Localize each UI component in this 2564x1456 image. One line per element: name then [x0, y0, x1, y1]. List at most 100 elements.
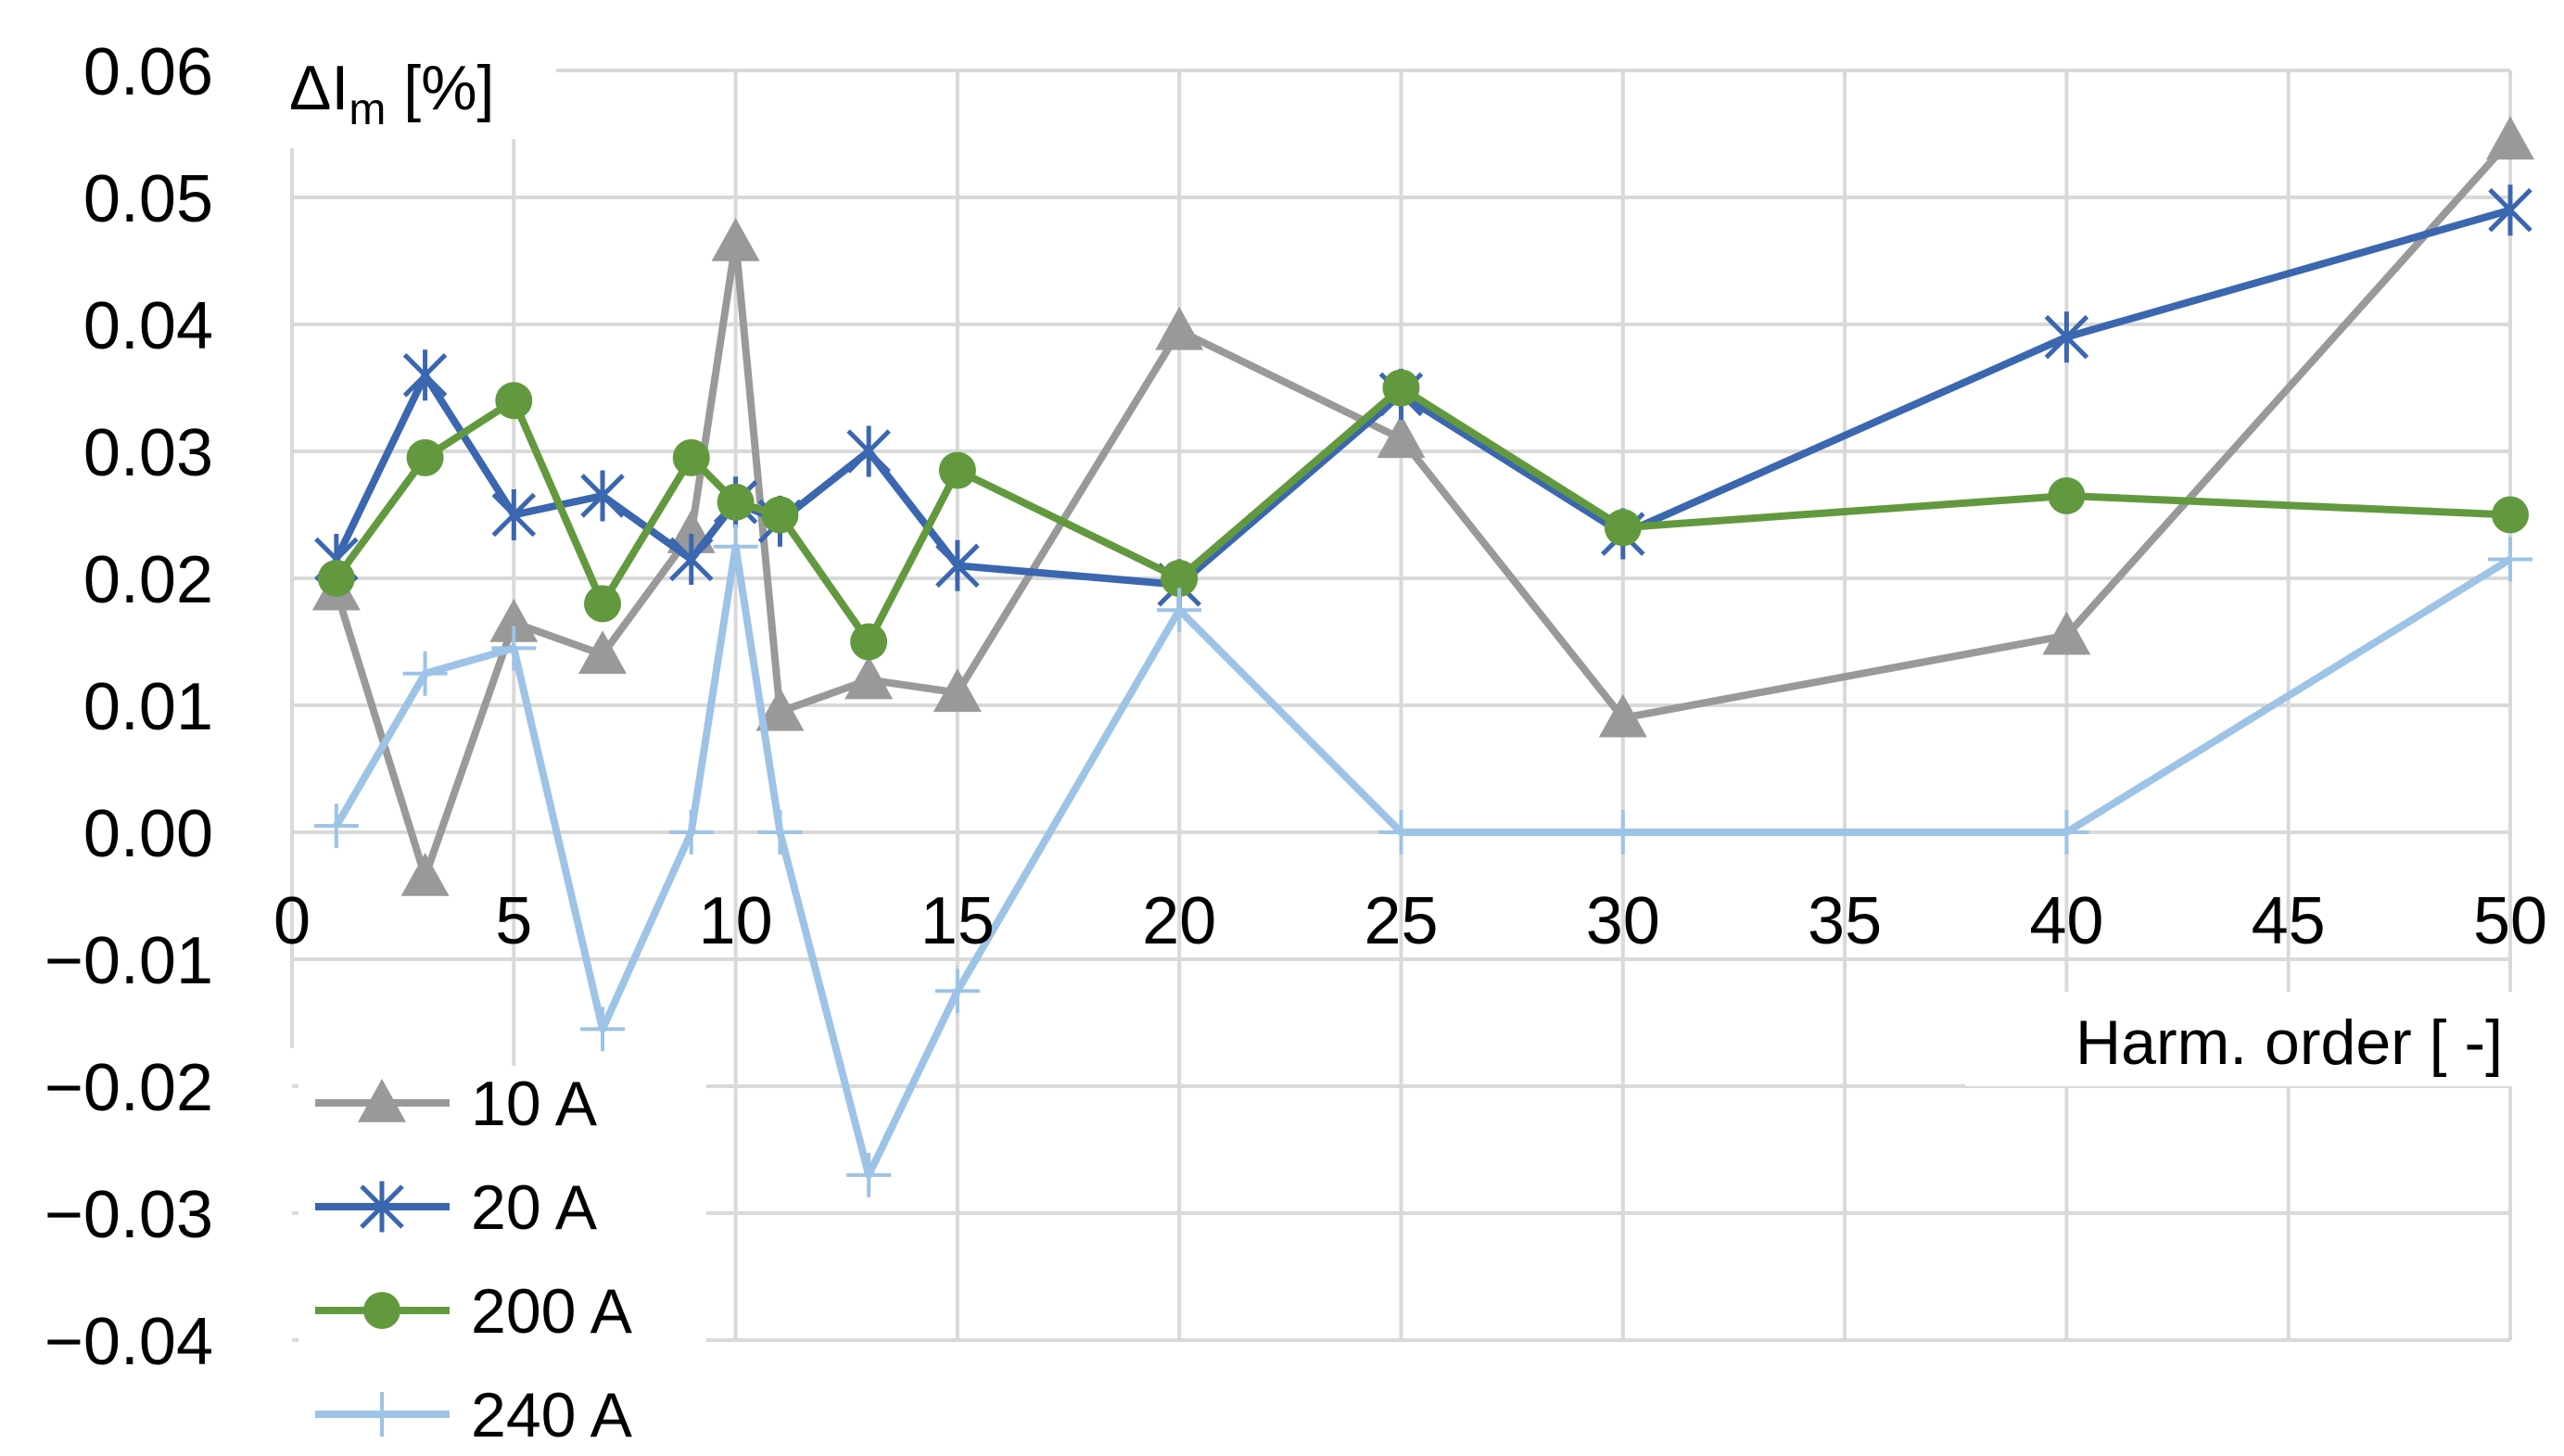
series-10-a [311, 116, 2534, 896]
data-point-10-a [2486, 116, 2534, 160]
xlabel-backdrop [1965, 992, 2532, 1086]
data-point-20-a [491, 489, 537, 540]
data-point-240-a [402, 651, 448, 696]
x-tick-label: 40 [2029, 884, 2103, 958]
x-axis-title: Harm. order [ -] [2075, 1007, 2503, 1078]
data-point-240-a [934, 969, 980, 1014]
y-tick-label: 0.06 [83, 35, 213, 109]
data-point-240-a [580, 1007, 626, 1052]
legend-marker-20-a [360, 1181, 404, 1233]
data-point-10-a [400, 852, 450, 896]
x-tick-label: 10 [699, 884, 773, 958]
ylabel-backdrop [278, 37, 556, 139]
x-tick-label: 50 [2473, 884, 2547, 958]
data-point-240-a [1157, 588, 1202, 633]
y-tick-label: 0.01 [83, 670, 213, 744]
y-tick-label: 0.04 [83, 289, 213, 363]
data-point-10-a [1155, 306, 1204, 350]
data-point-10-a [844, 655, 894, 700]
data-point-200-a [406, 438, 444, 476]
y-tick-label: 0.02 [83, 543, 213, 617]
data-point-10-a [755, 687, 805, 731]
y-tick-label: −0.03 [44, 1178, 213, 1252]
data-point-200-a [584, 585, 622, 623]
legend-marker-10-a [358, 1079, 406, 1122]
legend-marker-240-a [360, 1392, 404, 1437]
x-tick-label: 35 [1808, 884, 1882, 958]
legend-label-240-a: 240 A [471, 1380, 633, 1450]
series-line-20-a [333, 206, 2512, 589]
data-point-10-a [1377, 414, 1426, 459]
y-tick-label: −0.04 [44, 1305, 213, 1379]
data-point-240-a [1378, 810, 1424, 855]
data-point-10-a [578, 630, 628, 674]
data-point-240-a [2044, 810, 2089, 855]
data-point-200-a [717, 483, 755, 521]
data-point-20-a [935, 539, 980, 591]
legend-item-240-a: 240 A [315, 1380, 633, 1450]
y-tick-label: 0.03 [83, 416, 213, 490]
data-point-200-a [850, 623, 888, 661]
x-tick-label: 20 [1142, 884, 1216, 958]
data-point-20-a [402, 349, 448, 401]
data-point-200-a [1161, 560, 1199, 597]
data-point-10-a [2042, 611, 2091, 655]
data-point-200-a [495, 382, 533, 420]
axis-titles: ΔIm [%] Harm. order [ -] [278, 37, 2532, 1086]
legend-marker-200-a [363, 1292, 400, 1329]
data-point-20-a [2044, 311, 2089, 363]
data-point-20-a [580, 470, 625, 522]
y-tick-label: 0.00 [83, 797, 213, 871]
legend-item-10-a: 10 A [315, 1069, 598, 1139]
data-point-240-a [713, 524, 758, 569]
x-tick-label: 5 [495, 884, 532, 958]
x-tick-label: 15 [920, 884, 995, 958]
y-tick-label: −0.01 [44, 924, 213, 998]
legend-backdrop [298, 1066, 706, 1451]
series-lines [311, 116, 2534, 1197]
series-240-a [313, 524, 2532, 1197]
data-point-240-a [668, 810, 714, 855]
data-point-200-a [1604, 509, 1642, 547]
x-tick-label: 25 [1364, 884, 1438, 958]
data-point-10-a [1598, 693, 1647, 738]
y-tick-label: 0.05 [83, 162, 213, 236]
legend-item-20-a: 20 A [315, 1172, 598, 1243]
data-point-240-a [757, 810, 803, 855]
data-point-240-a [846, 1152, 892, 1197]
y-axis-title-subscript: m [349, 85, 386, 134]
data-point-200-a [761, 496, 799, 534]
data-point-10-a [711, 217, 760, 261]
series-20-a [314, 184, 2532, 611]
data-point-200-a [2492, 496, 2529, 534]
data-point-200-a [2048, 476, 2086, 514]
data-point-200-a [317, 560, 355, 597]
data-point-240-a [491, 626, 537, 671]
data-point-240-a [1600, 810, 1645, 855]
tick-labels: 0.06 0.05 0.04 0.03 0.02 0.01 0.00 −0.01 −0.02 −0… [44, 35, 2547, 1379]
data-point-240-a [313, 804, 359, 849]
series-line-240-a [333, 542, 2513, 1179]
data-point-240-a [2488, 537, 2532, 582]
data-point-10-a [489, 598, 539, 642]
y-tick-label: −0.02 [44, 1051, 213, 1125]
x-tick-label: 0 [273, 884, 311, 958]
data-point-200-a [672, 438, 710, 476]
data-point-200-a [1382, 369, 1420, 407]
data-point-20-a [668, 533, 714, 585]
data-point-20-a [2488, 184, 2532, 236]
x-tick-label: 45 [2252, 884, 2326, 958]
data-point-200-a [938, 451, 976, 489]
legend-item-200-a: 200 A [315, 1276, 633, 1347]
legend-label-200-a: 200 A [471, 1276, 633, 1347]
series-200-a [317, 369, 2529, 661]
legend: 10 A 20 A 200 A 240 A [298, 1066, 706, 1451]
data-point-20-a [846, 425, 891, 477]
y-axis-title-unit: [%] [386, 53, 494, 123]
series-line-200-a [333, 384, 2511, 646]
legend-label-10-a: 10 A [471, 1069, 598, 1139]
data-point-10-a [933, 668, 982, 713]
x-tick-label: 30 [1586, 884, 1660, 958]
